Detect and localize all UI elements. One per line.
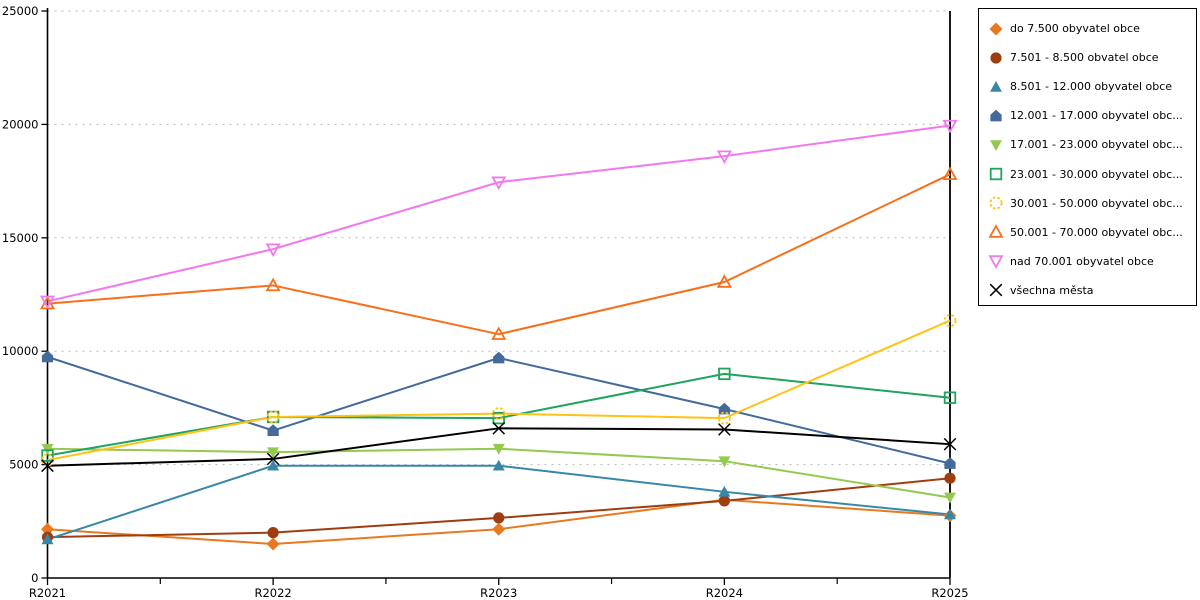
legend-label: 7.501 - 8.500 obvatel obce: [1010, 51, 1159, 65]
legend-label: nad 70.001 obyvatel obce: [1010, 254, 1154, 268]
series-7-marker-3: [716, 274, 732, 288]
series-4-marker-4: [944, 492, 956, 504]
legend-item-4: 17.001 - 23.000 obyvatel obc...: [988, 130, 1196, 159]
series-1-marker-1: [267, 527, 279, 539]
x-tick-label: R2025: [931, 586, 968, 600]
series-7-marker-1: [265, 277, 281, 292]
series-2-marker-3: [718, 485, 731, 497]
series-line-4: [47, 447, 951, 499]
series-0-marker-2: [492, 522, 506, 536]
legend-item-1: 7.501 - 8.500 obvatel obce: [988, 43, 1196, 72]
series-2-marker-2: [492, 459, 505, 471]
series-1-marker-3: [718, 495, 730, 507]
series-8-marker-4: [942, 119, 958, 134]
series-9-marker-1: [266, 452, 280, 466]
legend-item-9: všechna města: [988, 276, 1196, 305]
series-line-5: [47, 372, 951, 457]
series-9-marker-2: [492, 421, 506, 435]
series-line-6: [47, 319, 951, 462]
legend-item-0: do 7.500 obyvatel obce: [988, 14, 1196, 43]
series-5-marker-2: [492, 411, 505, 425]
series-4-marker-3: [718, 456, 731, 468]
series-6-marker-2: [492, 407, 506, 421]
legend-label: 8.501 - 12.000 obyvatel obce: [1010, 80, 1173, 94]
series-8-marker-1: [265, 243, 281, 257]
series-3-marker-2: [493, 351, 505, 364]
series-0-marker-1: [266, 537, 280, 551]
y-tick-label: 15000: [2, 231, 39, 245]
series-8-marker-0: [39, 295, 56, 310]
legend-marker-diamond-icon: [989, 22, 1003, 36]
legend-item-7: 50.001 - 70.000 obyvatel obc...: [988, 218, 1196, 247]
legend-marker-triangle-up-icon: [990, 80, 1002, 92]
legend-label: 23.001 - 30.000 obyvatel obc...: [1010, 167, 1183, 181]
legend-marker-circle-icon: [989, 196, 1003, 210]
x-tick-label: R2023: [480, 586, 517, 600]
series-8-marker-2: [491, 176, 507, 191]
legend-marker-pentagon-icon: [990, 109, 1002, 122]
series-line-7: [47, 173, 951, 336]
series-line-8: [47, 124, 951, 303]
legend-label: do 7.500 obyvatel obce: [1010, 22, 1140, 36]
x-tick-label: R2021: [29, 586, 66, 600]
legend-marker-square-icon: [989, 167, 1003, 181]
legend-item-2: 8.501 - 12.000 obyvatel obce: [988, 72, 1196, 101]
legend-marker-x-cross-icon: [989, 284, 1003, 297]
legend-item-3: 12.001 - 17.000 obyvatel obc...: [988, 101, 1196, 130]
series-1-marker-2: [493, 512, 505, 524]
series-3-marker-3: [718, 402, 730, 415]
legend-item-8: nad 70.001 obyvatel obce: [988, 247, 1196, 276]
series-2-marker-4: [944, 508, 956, 520]
x-tick-label: R2024: [706, 586, 743, 600]
series-7-marker-2: [491, 326, 507, 340]
series-4-marker-2: [492, 443, 505, 455]
series-9-marker-4: [943, 437, 957, 451]
series-6-marker-4: [943, 314, 957, 328]
legend-label: 30.001 - 50.000 obyvatel obc...: [1010, 196, 1183, 210]
x-tick-label: R2022: [254, 586, 291, 600]
series-2-marker-1: [267, 459, 280, 471]
series-4-marker-0: [41, 443, 54, 455]
series-8-marker-3: [716, 150, 732, 165]
series-2-marker-0: [41, 533, 54, 545]
legend-label: 12.001 - 17.000 obyvatel obc...: [1010, 109, 1183, 123]
legend-label: 17.001 - 23.000 obyvatel obc...: [1010, 138, 1183, 152]
series-6-marker-1: [266, 410, 280, 424]
series-1-marker-4: [944, 472, 956, 484]
legend-marker-triangle-down-icon: [988, 255, 1004, 270]
y-tick-label: 0: [31, 571, 38, 585]
y-tick-label: 25000: [2, 4, 39, 18]
series-6-marker-3: [717, 411, 731, 425]
legend-marker-circle-icon: [990, 52, 1002, 64]
legend-label: všechna města: [1010, 283, 1094, 297]
series-3-marker-1: [267, 424, 279, 436]
series-9-marker-3: [718, 423, 731, 436]
legend-marker-triangle-down-icon: [990, 140, 1002, 151]
legend-item-6: 30.001 - 50.000 obyvatel obc...: [988, 189, 1196, 218]
legend-marker-triangle-up-icon: [988, 224, 1004, 238]
series-7-marker-4: [942, 166, 958, 180]
series-9-marker-0: [41, 459, 54, 473]
y-tick-label: 20000: [2, 117, 39, 131]
y-tick-label: 5000: [9, 458, 38, 472]
series-3-marker-0: [41, 350, 54, 363]
series-4-marker-1: [267, 447, 280, 459]
legend: do 7.500 obyvatel obce 7.501 - 8.500 obva…: [978, 8, 1197, 306]
series-5-marker-3: [718, 367, 731, 381]
legend-item-5: 23.001 - 30.000 obyvatel obc...: [988, 159, 1196, 188]
legend-label: 50.001 - 70.000 obyvatel obc...: [1010, 225, 1183, 239]
series-0-marker-0: [41, 522, 54, 536]
y-tick-label: 10000: [2, 344, 39, 358]
series-5-marker-0: [41, 449, 54, 462]
series-5-marker-4: [943, 391, 957, 404]
series-3-marker-4: [944, 457, 956, 469]
